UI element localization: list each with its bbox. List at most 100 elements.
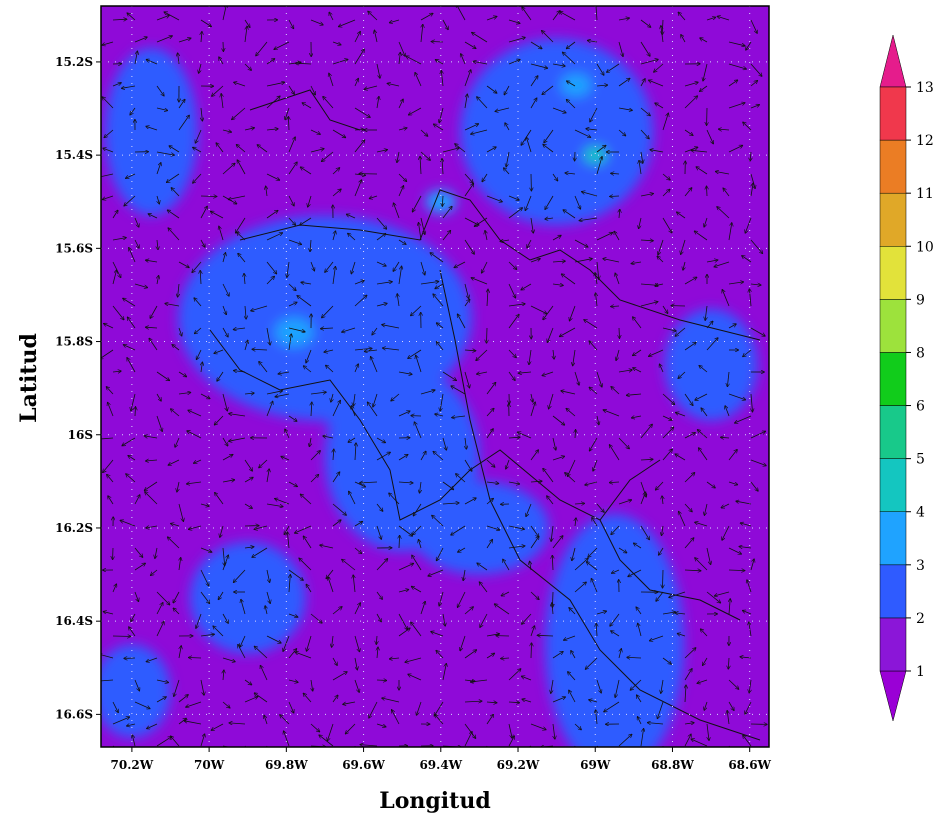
wind-arrow <box>104 129 114 137</box>
wind-arrow <box>750 431 765 439</box>
wind-arrow <box>486 17 497 21</box>
wind-arrow <box>178 371 186 377</box>
x-tick-label: 70.2W <box>111 758 154 772</box>
y-tick-label: 16.6S <box>55 707 93 721</box>
wind-arrow <box>200 504 209 506</box>
wind-arrow <box>632 416 642 418</box>
wind-arrow <box>706 260 718 262</box>
wind-arrow <box>574 723 581 730</box>
wind-arrow <box>439 591 444 606</box>
wind-arrow <box>146 327 158 328</box>
wind-arrow <box>684 277 697 285</box>
colorbar-segment <box>879 458 907 512</box>
wind-arrow <box>368 402 378 417</box>
wind-arrow <box>503 559 510 571</box>
wind-arrow <box>627 657 642 658</box>
wind-arrow <box>266 503 283 507</box>
wind-arrow <box>259 459 268 468</box>
field-band-8 <box>101 644 171 738</box>
wind-arrow <box>627 394 642 395</box>
wind-arrow <box>101 438 114 439</box>
wind-arrow <box>398 411 410 417</box>
wind-arrow <box>310 239 311 252</box>
wind-arrow <box>750 81 757 87</box>
wind-arrow <box>244 393 254 394</box>
wind-arrow <box>107 475 114 483</box>
wind-arrow <box>310 149 324 153</box>
wind-arrow <box>552 64 565 66</box>
wind-arrow <box>134 217 139 227</box>
wind-arrow <box>175 437 180 447</box>
wind-arrow <box>728 146 743 153</box>
wind-arrow <box>332 189 341 197</box>
wind-arrow <box>302 103 312 109</box>
wind-arrow <box>288 162 297 175</box>
wind-arrow <box>398 455 408 461</box>
wind-arrow <box>288 137 295 153</box>
wind-arrow <box>200 206 207 219</box>
wind-arrow <box>603 259 620 263</box>
wind-arrow <box>560 327 576 337</box>
wind-arrow <box>222 555 228 571</box>
wind-arrow <box>157 195 159 204</box>
wind-arrow <box>412 587 422 593</box>
wind-arrow <box>508 60 520 65</box>
wind-arrow <box>508 195 519 200</box>
wind-arrow <box>662 449 672 461</box>
wind-arrow <box>301 494 312 505</box>
wind-arrow <box>193 147 202 153</box>
wind-arrow <box>325 261 334 272</box>
wind-arrow <box>213 626 224 637</box>
wind-arrow <box>574 371 579 385</box>
wind-arrow <box>464 732 472 747</box>
wind-arrow <box>662 327 676 331</box>
wind-arrow <box>211 211 224 219</box>
wind-arrow <box>342 327 356 332</box>
wind-arrow <box>221 94 223 109</box>
wind-arrow <box>526 503 532 516</box>
wind-arrow <box>156 679 168 683</box>
wind-arrow <box>122 85 136 88</box>
wind-arrow <box>393 261 400 271</box>
wind-arrow <box>618 78 630 87</box>
colorbar-label: 10 <box>916 239 934 255</box>
wind-arrow <box>376 591 382 599</box>
wind-arrow <box>618 437 629 449</box>
wind-arrow <box>398 239 406 244</box>
wind-arrow <box>156 393 161 401</box>
wind-arrow <box>477 563 488 571</box>
wind-arrow <box>398 525 412 536</box>
wind-arrow <box>530 402 535 417</box>
wind-arrow <box>618 370 632 372</box>
wind-arrow <box>234 569 246 582</box>
wind-arrow <box>749 622 752 637</box>
wind-arrow <box>106 387 114 395</box>
wind-arrow <box>547 327 554 342</box>
wind-arrow <box>129 248 136 263</box>
wind-arrow <box>743 349 752 357</box>
wind-arrow <box>750 105 759 109</box>
wind-arrow <box>329 73 334 87</box>
wind-arrow <box>112 238 126 241</box>
wind-arrow <box>552 556 553 571</box>
wind-arrow <box>526 137 532 153</box>
wind-arrow <box>569 690 576 703</box>
wind-arrow <box>155 547 157 558</box>
wind-arrow <box>435 414 444 416</box>
x-tick-label: 68.6W <box>728 758 771 772</box>
wind-arrow <box>134 679 139 691</box>
wind-arrow <box>215 415 224 425</box>
wind-arrow <box>750 459 766 466</box>
wind-arrow <box>201 362 202 373</box>
wind-arrow <box>553 723 555 739</box>
wind-arrow <box>728 223 732 241</box>
wind-arrow <box>354 657 357 670</box>
wind-arrow <box>156 107 168 111</box>
colorbar-bottom-arrow <box>879 670 907 722</box>
wind-arrow <box>545 195 554 209</box>
wind-arrow <box>295 652 312 659</box>
wind-arrow <box>414 422 422 439</box>
colorbar-label: 6 <box>916 399 925 415</box>
wind-arrow <box>596 157 602 175</box>
